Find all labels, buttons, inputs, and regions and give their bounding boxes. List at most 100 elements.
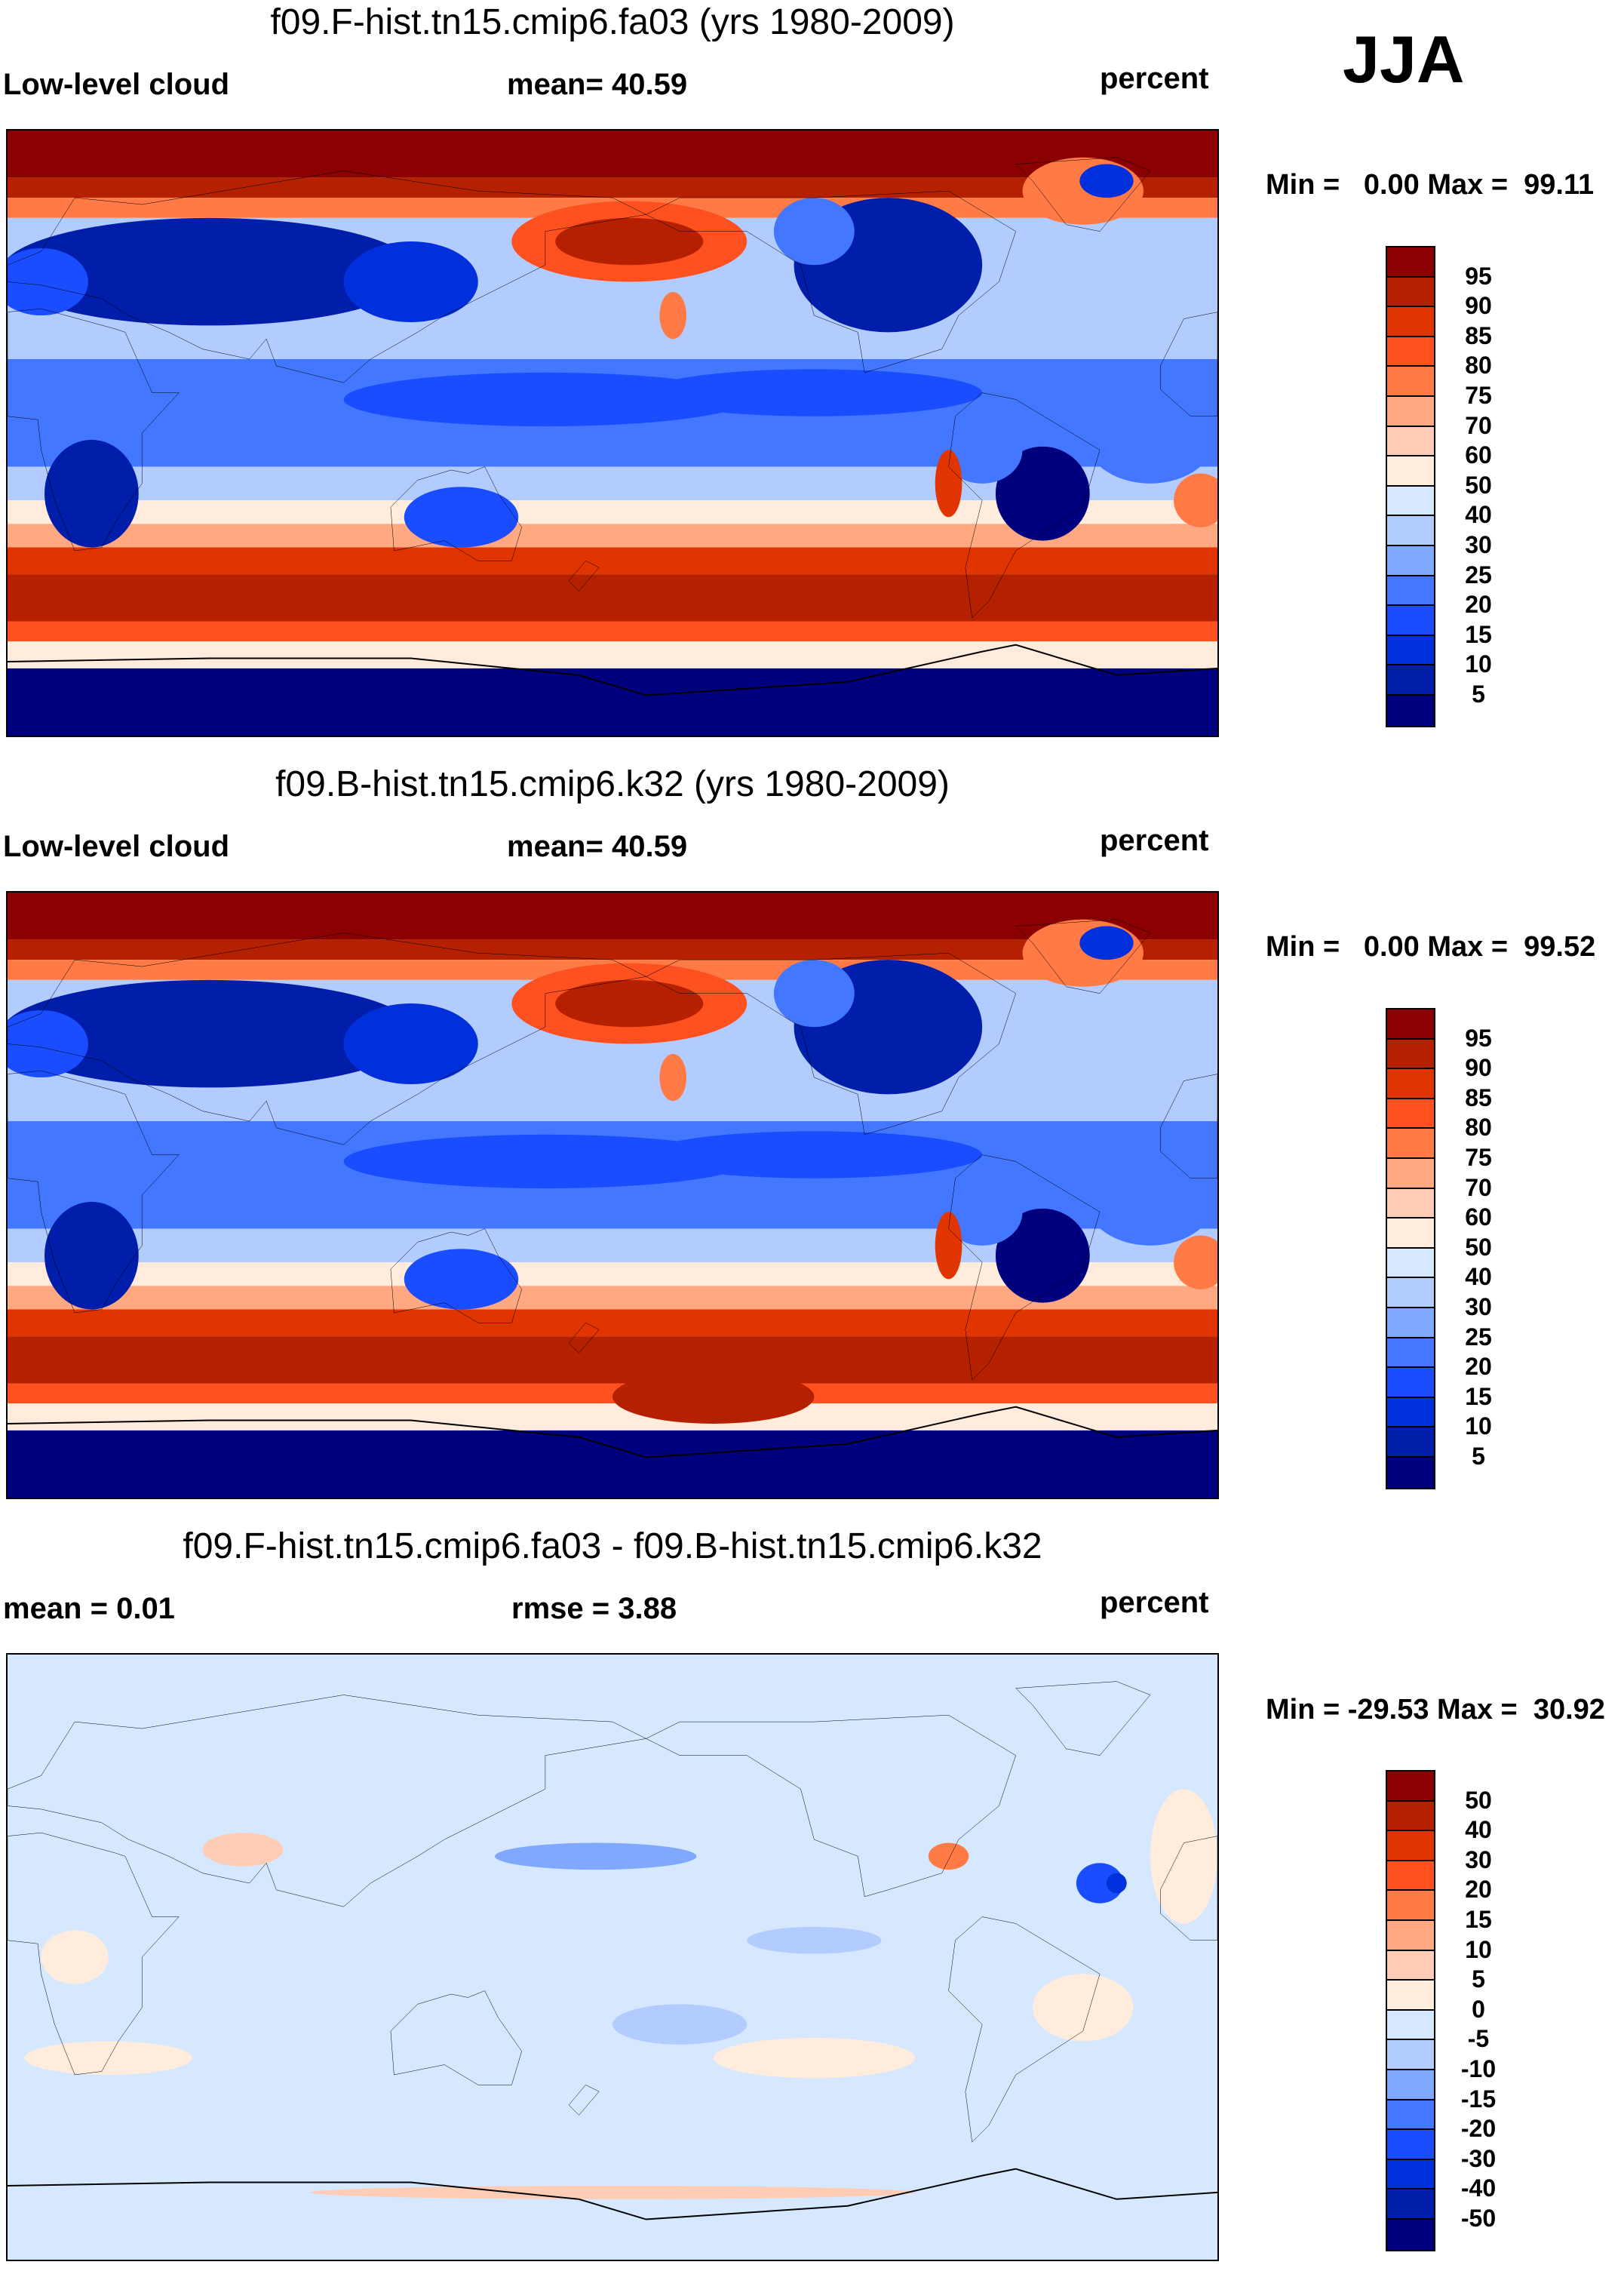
colorbar-tick-label: 15	[1465, 1382, 1492, 1410]
coastline	[646, 953, 1016, 1135]
colorbar-tick-label: 15	[1465, 620, 1492, 648]
colorbar-tick-label: 20	[1465, 591, 1492, 619]
colorbar-swatch	[1387, 1158, 1434, 1189]
colorbar-swatch	[1387, 1129, 1434, 1159]
colorbar-swatch	[1387, 1920, 1434, 1951]
colorbar-tick-label: 15	[1465, 1906, 1492, 1933]
contour-region	[1082, 383, 1217, 484]
coastline	[569, 561, 599, 591]
colorbar-swatch	[1387, 2219, 1434, 2250]
coastline	[1160, 312, 1217, 416]
colorbar-swatch	[1387, 1861, 1434, 1891]
colorbar-swatch	[1387, 576, 1434, 607]
coastline	[949, 1917, 1101, 2143]
contour-region	[343, 241, 478, 322]
coastline	[391, 1229, 522, 1323]
panel2-units: percent	[1100, 824, 1209, 857]
coastline	[1016, 920, 1150, 994]
contour-region	[935, 450, 962, 518]
contour-region	[1079, 926, 1134, 960]
contour-region	[45, 1201, 139, 1310]
panel3-map-svg	[8, 1655, 1217, 2260]
contour-band	[8, 177, 1217, 198]
colorbar-tick-label: 20	[1465, 1353, 1492, 1381]
contour-region	[659, 1053, 687, 1102]
coastline	[646, 191, 1016, 373]
coastline	[569, 1323, 599, 1353]
contour-region	[941, 1178, 1023, 1246]
colorbar-swatch	[1387, 2100, 1434, 2131]
contour-region	[713, 2037, 915, 2079]
colorbar-swatch	[1387, 1772, 1434, 1802]
colorbar-swatch	[1387, 606, 1434, 636]
colorbar-tick-label: 30	[1465, 1845, 1492, 1873]
colorbar-swatch	[1387, 2010, 1434, 2041]
contour-region	[343, 1003, 478, 1084]
colorbar-swatch	[1387, 665, 1434, 696]
coastline	[391, 467, 522, 561]
colorbar-swatch	[1387, 1308, 1434, 1338]
contour-region	[1174, 473, 1217, 527]
colorbar-swatch	[1387, 277, 1434, 308]
coastline	[1160, 1836, 1217, 1941]
colorbar-tick-label: 30	[1465, 531, 1492, 558]
panel1-variable: Low-level cloud	[3, 68, 230, 101]
contour-band	[8, 547, 1217, 575]
contour-band	[8, 1655, 1217, 2260]
colorbar-tick-label: -5	[1467, 2025, 1490, 2053]
contour-band	[8, 641, 1217, 668]
colorbar-swatch	[1387, 2159, 1434, 2190]
colorbar-tick-label: 50	[1465, 1786, 1492, 1814]
contour-region	[995, 446, 1090, 541]
colorbar-tick-label: 70	[1465, 411, 1492, 439]
colorbar-tick-label: 10	[1465, 650, 1492, 678]
coastline	[569, 2085, 599, 2115]
colorbar-tick-label: 80	[1465, 352, 1492, 380]
contour-region	[8, 979, 418, 1088]
coastline	[949, 393, 1101, 619]
colorbar-swatch	[1387, 635, 1434, 666]
coastline	[646, 1715, 1016, 1897]
colorbar-tick-label: 75	[1465, 1144, 1492, 1171]
colorbar-tick-label: 75	[1465, 382, 1492, 409]
panel2-map	[6, 891, 1219, 1499]
panel3-mean: mean = 0.01	[3, 1592, 175, 1625]
panel1-units: percent	[1100, 62, 1209, 95]
colorbar-swatch	[1387, 1368, 1434, 1398]
contour-region	[612, 1369, 815, 1424]
contour-region	[202, 1833, 284, 1867]
colorbar-tick-label: -20	[1460, 2115, 1497, 2143]
panel2-mean: mean= 40.59	[507, 830, 688, 863]
colorbar-swatch	[1387, 1099, 1434, 1129]
panel3-rmse: rmse = 3.88	[511, 1592, 677, 1625]
panel1-title: f09.F-hist.tn15.cmip6.fa03 (yrs 1980-200…	[270, 2, 955, 42]
coastline	[1016, 158, 1150, 232]
contour-band	[8, 668, 1217, 736]
colorbar-swatch	[1387, 1248, 1434, 1279]
panel3-map	[6, 1653, 1219, 2261]
colorbar-swatch	[1387, 2040, 1434, 2070]
contour-region	[995, 1208, 1090, 1303]
contour-region	[646, 1131, 983, 1179]
colorbar-tick-label: 85	[1465, 321, 1492, 349]
colorbar-swatch	[1387, 1457, 1434, 1488]
contour-region	[24, 2041, 193, 2075]
colorbar-tick-label: -30	[1460, 2144, 1497, 2172]
panel3-title: f09.F-hist.tn15.cmip6.fa03 - f09.B-hist.…	[183, 1526, 1042, 1566]
panel1-map	[6, 129, 1219, 737]
colorbar-tick-label: 5	[1472, 1443, 1485, 1470]
colorbar-tick-label: 5	[1472, 681, 1485, 708]
colorbar-tick-label: 60	[1465, 441, 1492, 469]
coastline	[8, 933, 646, 1145]
contour-band	[8, 1430, 1217, 1498]
colorbar-tick-label: 5	[1472, 1965, 1485, 1993]
colorbar-swatch	[1387, 1397, 1434, 1428]
colorbar-tick-label: 10	[1465, 1935, 1492, 1963]
contour-band	[8, 1403, 1217, 1431]
contour-region	[555, 217, 704, 266]
colorbar-swatch	[1387, 1981, 1434, 2011]
colorbar-tick-label: 90	[1465, 292, 1492, 320]
contour-region	[8, 1010, 88, 1078]
colorbar-tick-label: 90	[1465, 1054, 1492, 1082]
colorbar-swatch	[1387, 2130, 1434, 2160]
